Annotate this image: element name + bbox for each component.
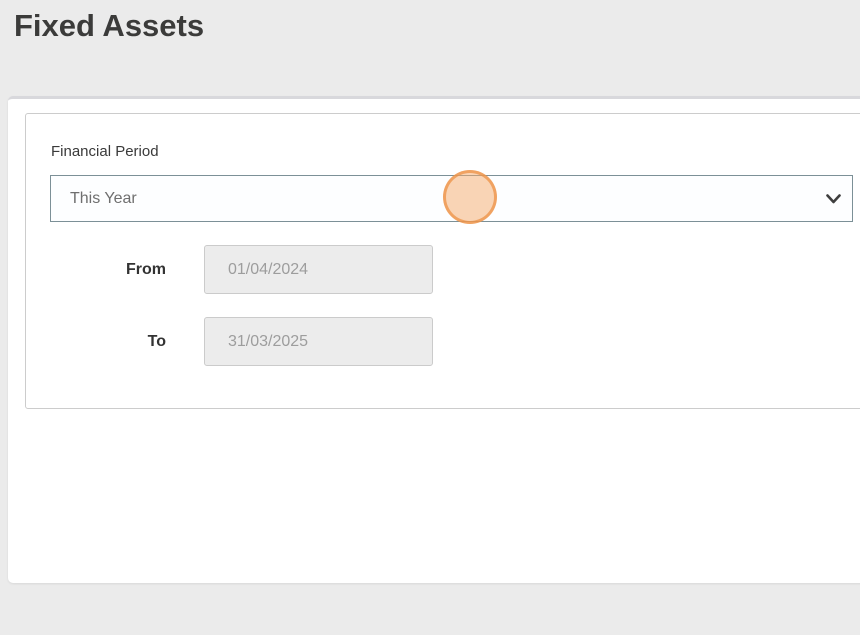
financial-period-selected-value: This Year <box>70 190 137 207</box>
from-label: From <box>126 261 166 278</box>
financial-period-select[interactable]: This Year <box>50 175 853 222</box>
content-card: Financial Period This Year From To <box>8 96 860 583</box>
from-date-input <box>204 245 433 294</box>
chevron-down-icon <box>826 193 841 203</box>
page-title: Fixed Assets <box>14 8 205 43</box>
financial-period-panel: Financial Period This Year From To <box>25 113 860 409</box>
to-label: To <box>147 333 166 350</box>
financial-period-label: Financial Period <box>51 143 159 160</box>
to-date-input <box>204 317 433 366</box>
